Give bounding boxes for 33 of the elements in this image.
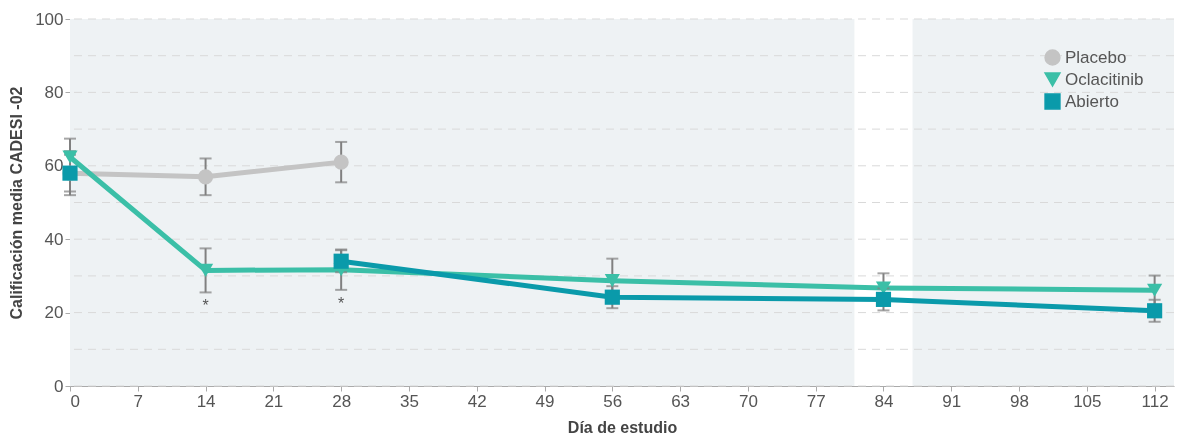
y-tick-label: 80 <box>44 82 64 102</box>
point <box>62 150 78 164</box>
x-tick-label: 7 <box>133 391 144 411</box>
y-tick-label: 20 <box>44 303 64 323</box>
x-tick-label: 21 <box>264 391 284 411</box>
y-tick-label: 60 <box>44 156 64 176</box>
x-tick-label: 28 <box>332 391 352 411</box>
x-tick-label: 105 <box>1073 391 1102 411</box>
y-tick-label: 100 <box>35 9 64 29</box>
y-axis-title: Calificación media CADESI -02 <box>8 86 26 320</box>
x-tick-label: 70 <box>738 391 758 411</box>
x-tick-label: 98 <box>1010 391 1030 411</box>
x-tick-label: 91 <box>942 391 962 411</box>
x-tick-label: 63 <box>671 391 691 411</box>
x-tick-label: 14 <box>196 391 216 411</box>
x-tick-label: 56 <box>603 391 623 411</box>
point <box>333 154 349 170</box>
legend-label: Placebo <box>1065 47 1127 67</box>
x-tick-label: 112 <box>1141 391 1169 411</box>
legend-label: Abierto <box>1065 91 1119 111</box>
x-tick-label: 0 <box>70 391 80 411</box>
legend-label: Oclacitinib <box>1065 69 1144 89</box>
x-tick-label: 49 <box>535 391 555 411</box>
x-tick-label: 42 <box>467 391 487 411</box>
x-tick-label: 84 <box>874 391 894 411</box>
x-axis-title: Día de estudio <box>567 418 678 436</box>
y-tick-label: 40 <box>44 229 64 249</box>
x-tick-label: 77 <box>806 391 826 411</box>
annotation: * <box>338 294 345 312</box>
point <box>198 169 214 185</box>
y-tick-label: 0 <box>54 376 64 396</box>
x-tick-label: 35 <box>399 391 419 411</box>
annotation: * <box>202 297 209 315</box>
